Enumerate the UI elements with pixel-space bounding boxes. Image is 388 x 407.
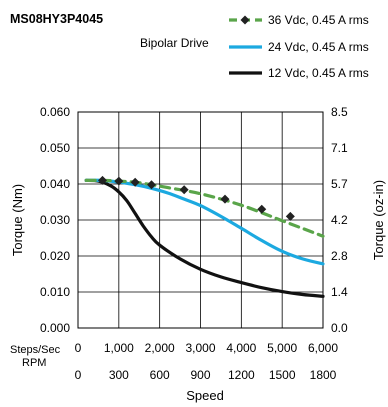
x-tick-label-rpm: 1800 <box>310 368 337 382</box>
x-tick-label-steps: 6,000 <box>308 341 338 355</box>
y-tick-label-left: 0.020 <box>40 249 70 263</box>
chart-title: MS08HY3P4045 <box>10 12 103 26</box>
y-tick-label-right: 4.2 <box>331 213 348 227</box>
series-line-2 <box>84 178 325 298</box>
y-tick-label-left: 0.040 <box>40 177 70 191</box>
y-tick-label-left: 0.050 <box>40 141 70 155</box>
y-axis-label-left: Torque (Nm) <box>10 184 25 256</box>
y-tick-label-left: 0.060 <box>40 105 70 119</box>
x-tick-label-steps: 4,000 <box>226 341 256 355</box>
series-marker <box>114 176 124 186</box>
series-marker <box>285 211 295 221</box>
x-tick-label-steps: 5,000 <box>267 341 297 355</box>
legend-label: 36 Vdc, 0.45 A rms <box>268 13 369 27</box>
x-tick-label-steps: 0 <box>75 341 82 355</box>
y-tick-label-right: 5.7 <box>331 177 348 191</box>
x-tick-label-rpm: 0 <box>75 368 82 382</box>
series-marker <box>257 204 267 214</box>
x-axis-label: Speed <box>186 388 224 403</box>
series-marker <box>130 177 140 187</box>
series-marker <box>98 175 107 185</box>
series-marker <box>220 194 230 204</box>
legend-label: 24 Vdc, 0.45 A rms <box>268 40 369 54</box>
legend-marker <box>240 15 250 25</box>
y-axis-label-right: Torque (oz-in) <box>371 180 386 260</box>
series-marker <box>147 180 156 190</box>
ticks: 0.000 0.010 0.020 0.030 0.040 0.050 0.060 0.0 1.… <box>40 105 348 382</box>
x-tick-label-rpm: 300 <box>109 368 129 382</box>
x-row-label-rpm: RPM <box>22 357 46 369</box>
y-tick-label-right: 0.0 <box>331 321 348 335</box>
x-tick-label-steps: 2,000 <box>145 341 175 355</box>
y-tick-label-left: 0.000 <box>40 321 70 335</box>
legend: 36 Vdc, 0.45 A rms 24 Vdc, 0.45 A rms 12 V… <box>229 13 369 80</box>
y-tick-label-right: 2.8 <box>331 249 348 263</box>
x-tick-label-steps: 1,000 <box>104 341 134 355</box>
x-tick-label-rpm: 600 <box>150 368 170 382</box>
x-row-label-steps: Steps/Sec <box>10 344 61 356</box>
x-tick-label-steps: 3,000 <box>185 341 215 355</box>
chart-subtitle: Bipolar Drive <box>140 36 209 50</box>
y-tick-label-right: 7.1 <box>331 141 348 155</box>
y-tick-label-right: 8.5 <box>331 105 348 119</box>
x-tick-label-rpm: 1500 <box>269 368 296 382</box>
legend-label: 12 Vdc, 0.45 A rms <box>268 66 369 80</box>
plot-frame <box>77 111 324 329</box>
y-tick-label-left: 0.030 <box>40 213 70 227</box>
x-tick-label-rpm: 900 <box>190 368 210 382</box>
x-tick-label-rpm: 1200 <box>228 368 255 382</box>
grid <box>77 111 324 329</box>
series-marker <box>179 185 189 195</box>
y-tick-label-left: 0.010 <box>40 285 70 299</box>
y-tick-label-right: 1.4 <box>331 285 348 299</box>
series-layer <box>84 175 325 298</box>
